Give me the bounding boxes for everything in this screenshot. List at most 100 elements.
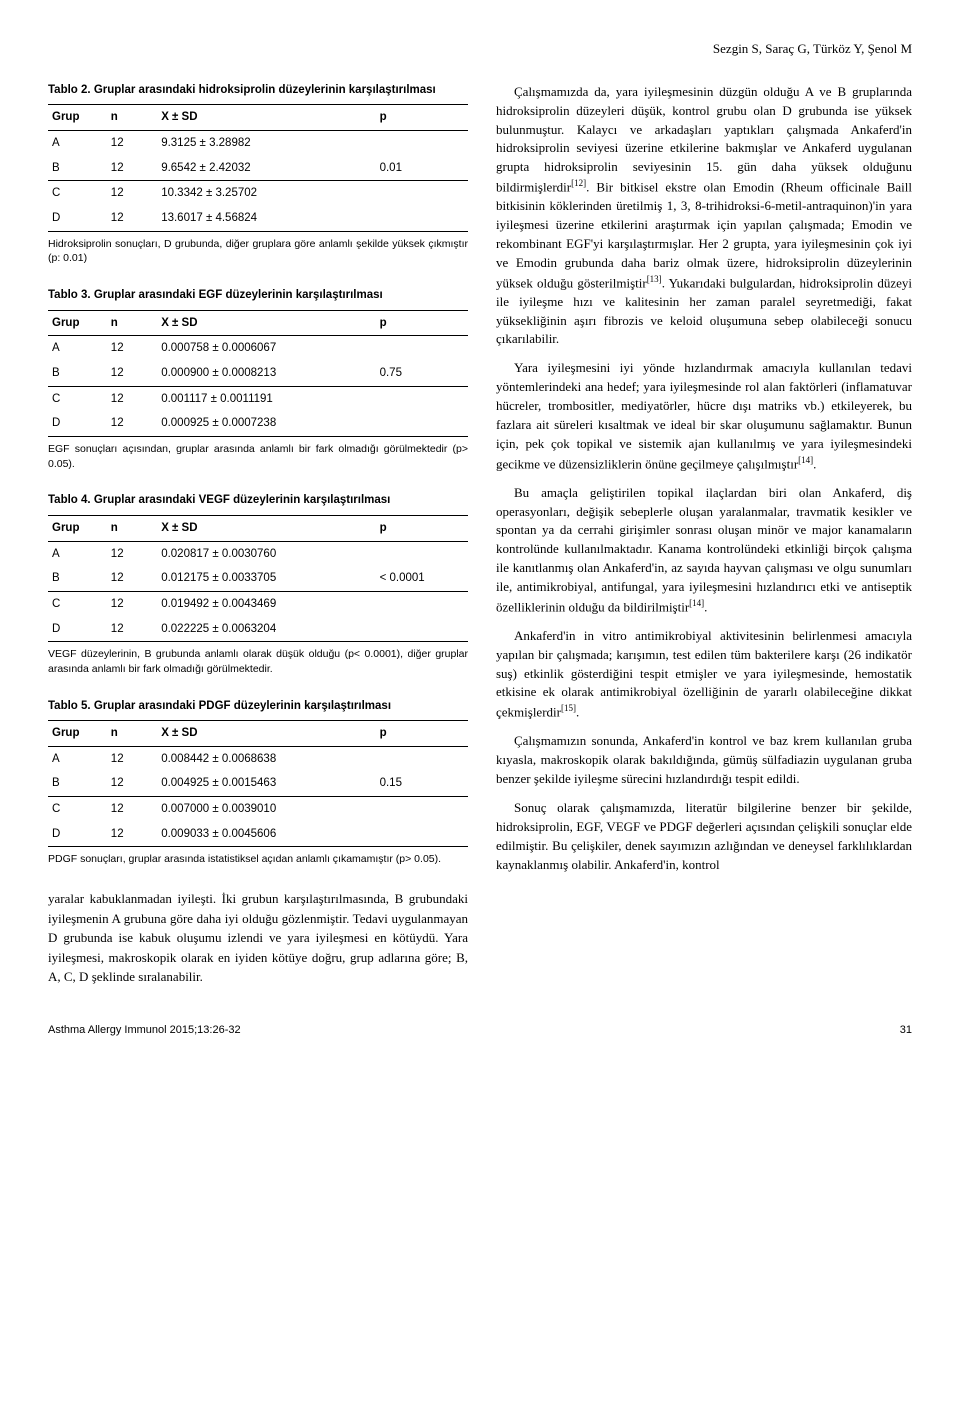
table-cell: 0.008442 ± 0.0068638 bbox=[157, 746, 375, 771]
table-cell: A bbox=[48, 131, 107, 156]
table-cell bbox=[376, 181, 468, 206]
table-cell: 9.6542 ± 2.42032 bbox=[157, 156, 375, 181]
table-cell: 0.012175 ± 0.0033705 bbox=[157, 566, 375, 591]
table-cell bbox=[376, 131, 468, 156]
table-cell: 12 bbox=[107, 591, 157, 616]
table-block: Tablo 5. Gruplar arasındaki PDGF düzeyle… bbox=[48, 699, 468, 868]
table-cell: C bbox=[48, 386, 107, 411]
table-row: B129.6542 ± 2.420320.01 bbox=[48, 156, 468, 181]
table-title: Tablo 4. Gruplar arasındaki VEGF düzeyle… bbox=[48, 493, 468, 509]
footer-page-number: 31 bbox=[900, 1023, 912, 1039]
citation-ref: [14] bbox=[689, 598, 704, 608]
data-table: GrupnX ± SDpA120.020817 ± 0.0030760B120.… bbox=[48, 515, 468, 642]
table-title-text: Gruplar arasındaki PDGF düzeylerinin kar… bbox=[94, 700, 391, 712]
table-cell: 0.000758 ± 0.0006067 bbox=[157, 336, 375, 361]
right-para-6: Sonuç olarak çalışmamızda, literatür bil… bbox=[496, 799, 912, 874]
table-header-cell: n bbox=[107, 515, 157, 541]
table-cell: B bbox=[48, 771, 107, 796]
table-cell: 9.3125 ± 3.28982 bbox=[157, 131, 375, 156]
footer-journal: Asthma Allergy Immunol 2015;13:26-32 bbox=[48, 1023, 241, 1039]
table-cell: 12 bbox=[107, 361, 157, 386]
table-row: B120.012175 ± 0.0033705< 0.0001 bbox=[48, 566, 468, 591]
table-cell: C bbox=[48, 591, 107, 616]
table-row: A129.3125 ± 3.28982 bbox=[48, 131, 468, 156]
table-cell bbox=[376, 797, 468, 822]
table-title-label: Tablo 5. bbox=[48, 700, 91, 712]
table-note: PDGF sonuçları, gruplar arasında istatis… bbox=[48, 852, 468, 867]
table-header-cell: n bbox=[107, 310, 157, 336]
table-cell: 0.000925 ± 0.0007238 bbox=[157, 411, 375, 436]
table-row: C1210.3342 ± 3.25702 bbox=[48, 181, 468, 206]
table-cell: 0.022225 ± 0.0063204 bbox=[157, 617, 375, 642]
table-title-text: Gruplar arasındaki VEGF düzeylerinin kar… bbox=[94, 494, 391, 506]
data-table: GrupnX ± SDpA129.3125 ± 3.28982B129.6542… bbox=[48, 104, 468, 231]
table-cell: 12 bbox=[107, 617, 157, 642]
table-title-text: Gruplar arasındaki hidroksiprolin düzeyl… bbox=[94, 84, 436, 96]
left-column: Tablo 2. Gruplar arasındaki hidroksiprol… bbox=[48, 83, 468, 987]
table-header-cell: p bbox=[376, 721, 468, 747]
table-block: Tablo 2. Gruplar arasındaki hidroksiprol… bbox=[48, 83, 468, 266]
text: Bu amaçla geliştirilen topikal ilaçlarda… bbox=[496, 485, 912, 614]
table-title-label: Tablo 3. bbox=[48, 289, 91, 301]
table-row: A120.020817 ± 0.0030760 bbox=[48, 541, 468, 566]
table-row: A120.000758 ± 0.0006067 bbox=[48, 336, 468, 361]
table-header-cell: p bbox=[376, 310, 468, 336]
table-cell: A bbox=[48, 336, 107, 361]
table-cell: 0.01 bbox=[376, 156, 468, 181]
right-para-1: Çalışmamızda da, yara iyileşmesinin düzg… bbox=[496, 83, 912, 349]
table-cell: 0.009033 ± 0.0045606 bbox=[157, 822, 375, 847]
table-cell: 0.007000 ± 0.0039010 bbox=[157, 797, 375, 822]
data-table: GrupnX ± SDpA120.008442 ± 0.0068638B120.… bbox=[48, 720, 468, 847]
table-title: Tablo 5. Gruplar arasındaki PDGF düzeyle… bbox=[48, 699, 468, 715]
table-row: C120.007000 ± 0.0039010 bbox=[48, 797, 468, 822]
table-cell: 12 bbox=[107, 746, 157, 771]
table-cell: 12 bbox=[107, 822, 157, 847]
table-cell: 13.6017 ± 4.56824 bbox=[157, 206, 375, 231]
header-authors: Sezgin S, Saraç G, Türköz Y, Şenol M bbox=[48, 40, 912, 59]
table-cell: 12 bbox=[107, 771, 157, 796]
table-cell: < 0.0001 bbox=[376, 566, 468, 591]
right-para-4: Ankaferd'in in vitro antimikrobiyal akti… bbox=[496, 627, 912, 723]
table-cell: A bbox=[48, 746, 107, 771]
table-cell: 12 bbox=[107, 797, 157, 822]
table-header-cell: Grup bbox=[48, 515, 107, 541]
table-title-label: Tablo 2. bbox=[48, 84, 91, 96]
table-cell: 0.004925 ± 0.0015463 bbox=[157, 771, 375, 796]
table-title: Tablo 3. Gruplar arasındaki EGF düzeyler… bbox=[48, 288, 468, 304]
table-cell: 0.001117 ± 0.0011191 bbox=[157, 386, 375, 411]
right-para-5: Çalışmamızın sonunda, Ankaferd'in kontro… bbox=[496, 732, 912, 789]
table-cell bbox=[376, 746, 468, 771]
table-cell: 0.020817 ± 0.0030760 bbox=[157, 541, 375, 566]
table-cell: 12 bbox=[107, 566, 157, 591]
table-cell: 12 bbox=[107, 206, 157, 231]
right-column: Çalışmamızda da, yara iyileşmesinin düzg… bbox=[496, 83, 912, 987]
citation-ref: [14] bbox=[798, 455, 813, 465]
table-cell bbox=[376, 336, 468, 361]
table-title-text: Gruplar arasındaki EGF düzeylerinin karş… bbox=[94, 289, 383, 301]
table-cell bbox=[376, 822, 468, 847]
table-header-cell: X ± SD bbox=[157, 310, 375, 336]
citation-ref: [13] bbox=[647, 274, 662, 284]
table-row: A120.008442 ± 0.0068638 bbox=[48, 746, 468, 771]
table-row: D120.022225 ± 0.0063204 bbox=[48, 617, 468, 642]
table-header-cell: Grup bbox=[48, 721, 107, 747]
table-row: D120.009033 ± 0.0045606 bbox=[48, 822, 468, 847]
table-note: Hidroksiprolin sonuçları, D grubunda, di… bbox=[48, 237, 468, 266]
table-note: VEGF düzeylerinin, B grubunda anlamlı ol… bbox=[48, 647, 468, 676]
text: Ankaferd'in in vitro antimikrobiyal akti… bbox=[496, 628, 912, 720]
table-cell: D bbox=[48, 822, 107, 847]
table-cell: 12 bbox=[107, 541, 157, 566]
table-cell: 12 bbox=[107, 411, 157, 436]
table-cell bbox=[376, 386, 468, 411]
text: Çalışmamızda da, yara iyileşmesinin düzg… bbox=[496, 84, 912, 195]
table-title: Tablo 2. Gruplar arasındaki hidroksiprol… bbox=[48, 83, 468, 99]
text: . bbox=[813, 456, 816, 471]
table-cell: D bbox=[48, 206, 107, 231]
text: . bbox=[576, 705, 579, 720]
table-cell: 12 bbox=[107, 131, 157, 156]
table-cell: 0.019492 ± 0.0043469 bbox=[157, 591, 375, 616]
table-title-label: Tablo 4. bbox=[48, 494, 91, 506]
table-cell bbox=[376, 411, 468, 436]
table-row: D1213.6017 ± 4.56824 bbox=[48, 206, 468, 231]
table-header-cell: p bbox=[376, 105, 468, 131]
